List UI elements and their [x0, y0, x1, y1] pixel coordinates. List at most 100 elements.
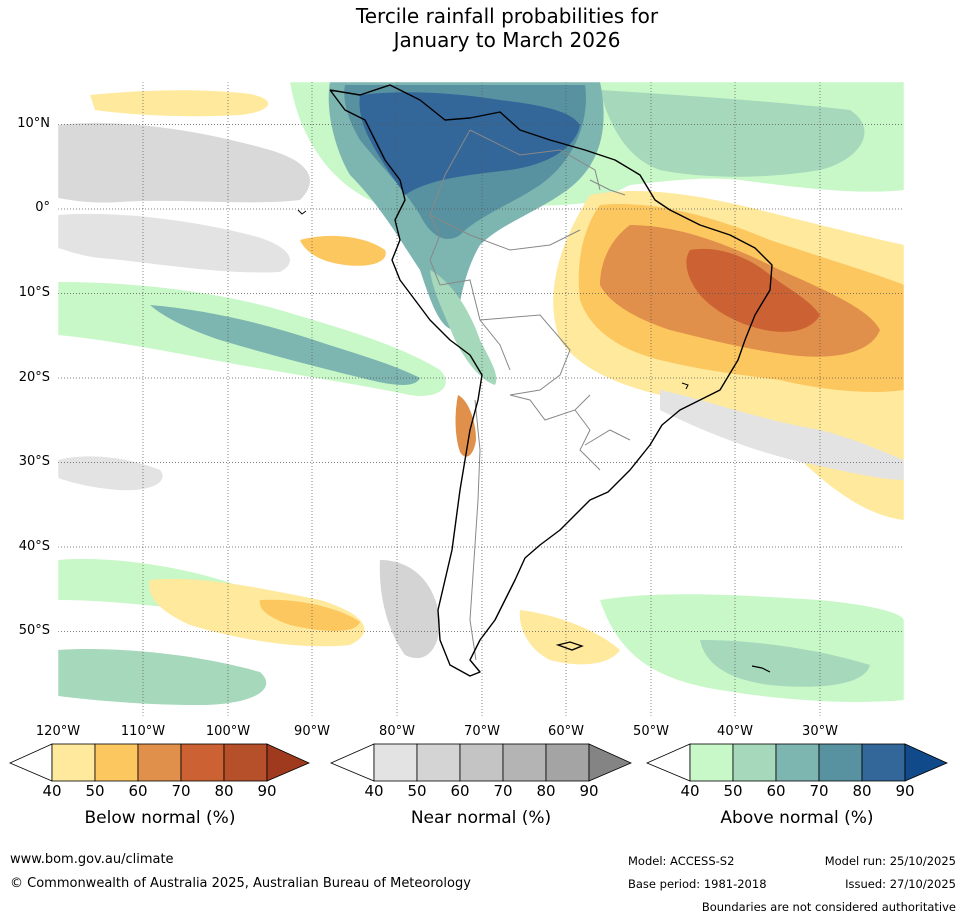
galapagos-islands — [297, 209, 307, 215]
above-normal-core-south-pacific — [150, 305, 420, 385]
legend-above-normal-colorbar — [645, 743, 948, 782]
below-swatch-3 — [137, 743, 182, 782]
chart-title: Tercile rainfall probabilities for Janua… — [0, 4, 965, 52]
above-normal-band-southern-ocean — [58, 649, 267, 705]
below-swatch-2 — [94, 743, 139, 782]
title-line-1: Tercile rainfall probabilities for — [355, 4, 659, 28]
website-link[interactable]: www.bom.gov.au/climate — [10, 852, 174, 867]
lon-label-80w: 80°W — [379, 724, 415, 739]
near-swatch-0 — [329, 743, 375, 782]
above-normal-core-south-atlantic — [700, 640, 870, 687]
title-line-2: January to March 2026 — [393, 28, 621, 52]
lat-label-50s: 50°S — [18, 623, 50, 638]
lat-label-0: 0° — [35, 200, 50, 215]
above-swatch-4 — [818, 743, 863, 782]
below-tick-50: 50 — [85, 782, 105, 800]
below-normal-region-north-pacific — [90, 90, 269, 117]
above-normal-region-andes — [430, 270, 497, 385]
above-swatch-0 — [645, 743, 691, 782]
near-swatch-3 — [459, 743, 504, 782]
below-normal-peak-northeast-brazil — [686, 248, 820, 332]
near-normal-region-cape-horn — [379, 560, 440, 659]
above-normal-band-north-atlantic — [600, 90, 865, 177]
above-swatch-2 — [732, 743, 777, 782]
lat-label-30s: 30°S — [18, 454, 50, 469]
legend-near-normal-colorbar — [329, 743, 632, 782]
near-normal-region-south-pacific — [58, 456, 163, 491]
near-normal-legend-title: Near normal (%) — [410, 808, 552, 828]
lon-label-100w: 100°W — [205, 724, 251, 739]
near-tick-80: 80 — [536, 782, 556, 800]
lon-label-50w: 50°W — [633, 724, 669, 739]
south-georgia-island — [751, 665, 771, 673]
near-tick-70: 70 — [493, 782, 513, 800]
below-tick-40: 40 — [42, 782, 62, 800]
near-swatch-4 — [502, 743, 547, 782]
lon-label-70w: 70°W — [464, 724, 500, 739]
above-tick-90: 90 — [895, 782, 915, 800]
country-borders — [429, 129, 631, 661]
below-normal-region-south-pacific — [149, 578, 365, 647]
lon-label-60w: 60°W — [548, 724, 584, 739]
below-tick-70: 70 — [171, 782, 191, 800]
lon-label-120w: 120°W — [35, 724, 81, 739]
near-normal-region-north-pacific — [58, 122, 310, 203]
near-normal-region-south-atlantic — [660, 390, 904, 480]
above-tick-60: 60 — [766, 782, 786, 800]
lon-label-90w: 90°W — [294, 724, 330, 739]
near-swatch-6 — [588, 743, 632, 782]
below-tick-90: 90 — [257, 782, 277, 800]
lat-label-40s: 40°S — [18, 539, 50, 554]
map-frame — [57, 81, 905, 717]
above-swatch-6 — [904, 743, 948, 782]
below-swatch-0 — [9, 743, 53, 782]
trindade-island — [681, 382, 689, 390]
below-swatch-1 — [51, 743, 96, 782]
map-area — [58, 82, 904, 716]
near-swatch-1 — [373, 743, 418, 782]
legend-below-normal-colorbar — [9, 743, 310, 782]
near-swatch-2 — [416, 743, 461, 782]
issued-date: Issued: 27/10/2025 — [845, 877, 956, 891]
near-swatch-5 — [545, 743, 590, 782]
above-swatch-1 — [689, 743, 734, 782]
above-tick-50: 50 — [723, 782, 743, 800]
below-normal-legend-title: Below normal (%) — [84, 808, 236, 828]
below-normal-core-south-pacific — [259, 599, 360, 631]
below-normal-region-south-atlantic — [519, 610, 620, 665]
near-tick-60: 60 — [450, 782, 470, 800]
below-swatch-6 — [266, 743, 310, 782]
below-swatch-5 — [223, 743, 268, 782]
above-tick-40: 40 — [680, 782, 700, 800]
below-tick-60: 60 — [128, 782, 148, 800]
above-tick-80: 80 — [852, 782, 872, 800]
falkland-islands — [555, 641, 584, 651]
above-tick-70: 70 — [809, 782, 829, 800]
near-tick-50: 50 — [407, 782, 427, 800]
base-period: Base period: 1981-2018 — [628, 877, 767, 891]
below-tick-80: 80 — [214, 782, 234, 800]
lat-label-10s: 10°S — [18, 285, 50, 300]
lat-label-20s: 20°S — [18, 370, 50, 385]
below-normal-region-pacific-coast — [300, 235, 386, 266]
boundaries-disclaimer: Boundaries are not considered authoritat… — [701, 900, 956, 914]
near-tick-90: 90 — [579, 782, 599, 800]
above-normal-peak-colombia — [359, 92, 580, 195]
south-america-coastline — [329, 84, 773, 677]
near-tick-40: 40 — [364, 782, 384, 800]
lon-label-40w: 40°W — [717, 724, 753, 739]
model-run-date: Model run: 25/10/2025 — [824, 854, 956, 868]
model-name: Model: ACCESS-S2 — [628, 854, 735, 868]
above-swatch-3 — [775, 743, 820, 782]
below-swatch-4 — [180, 743, 225, 782]
map-gridlines — [58, 82, 904, 716]
above-normal-legend-title: Above normal (%) — [720, 808, 874, 828]
lat-label-10n: 10°N — [17, 116, 50, 131]
copyright-text: © Commonwealth of Australia 2025, Austra… — [10, 876, 471, 891]
above-swatch-5 — [861, 743, 906, 782]
below-normal-region-chile-coast — [455, 395, 476, 457]
lon-label-30w: 30°W — [802, 724, 838, 739]
near-normal-region-equatorial-pacific — [58, 213, 290, 273]
lon-label-110w: 110°W — [120, 724, 166, 739]
